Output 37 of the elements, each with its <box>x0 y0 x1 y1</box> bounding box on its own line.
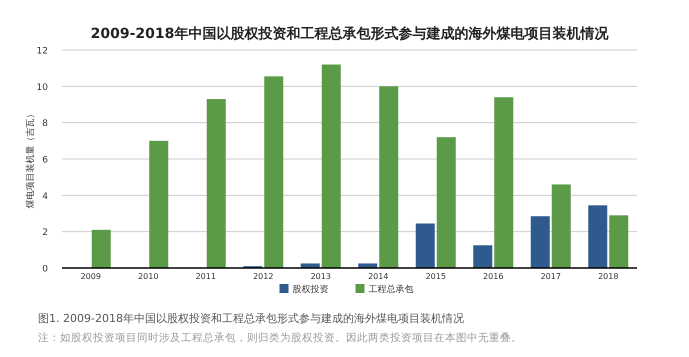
chart-title: 2009-2018年中国以股权投资和工程总承包形式参与建成的海外煤电项目装机情况 <box>90 25 610 42</box>
bar <box>494 97 514 268</box>
y-axis-title: 煤电项目装机量（吉瓦） <box>25 110 36 208</box>
x-tick-label: 2014 <box>368 272 388 281</box>
text: 注：如股权投资项目同时涉及工程总承包，则归类为股权投资。因此两类投资项目在本图中无重叠。 <box>38 331 522 344</box>
y-tick-label: 12 <box>36 46 48 56</box>
y-tick-label: 8 <box>42 119 48 130</box>
y-tick-label: 4 <box>42 192 48 202</box>
bar <box>609 215 628 268</box>
legend-label: 股权投资 <box>292 284 328 295</box>
bar <box>552 184 571 268</box>
bar <box>92 230 111 268</box>
bar <box>473 245 492 268</box>
bar <box>264 76 284 268</box>
x-tick-label: 2016 <box>483 272 504 281</box>
x-tick-label: 2009 <box>80 272 101 281</box>
bar <box>206 99 226 268</box>
bar <box>530 216 550 268</box>
bar <box>588 205 608 268</box>
x-tick-label: 2018 <box>598 272 618 281</box>
y-tick-label: 0 <box>42 264 48 274</box>
bar <box>322 64 341 268</box>
legend-label: 工程总承包 <box>368 284 414 295</box>
x-tick-label: 2017 <box>540 272 561 281</box>
bar <box>436 137 456 268</box>
x-tick-label: 2015 <box>426 272 446 281</box>
x-tick-label: 2010 <box>138 272 158 281</box>
x-tick-label: 2012 <box>253 272 274 281</box>
bar <box>416 223 435 268</box>
y-tick-label: 6 <box>42 156 48 166</box>
caption: 图1. 2009-2018年中国以股权投资和工程总承包形式参与建成的海外煤电项目装机情况 <box>38 312 464 325</box>
x-tick-label: 2011 <box>196 272 216 281</box>
bar <box>149 140 168 268</box>
y-tick-label: 10 <box>36 82 48 93</box>
bar <box>379 86 398 268</box>
x-tick-label: 2013 <box>310 272 331 281</box>
y-tick-label: 2 <box>42 228 48 238</box>
